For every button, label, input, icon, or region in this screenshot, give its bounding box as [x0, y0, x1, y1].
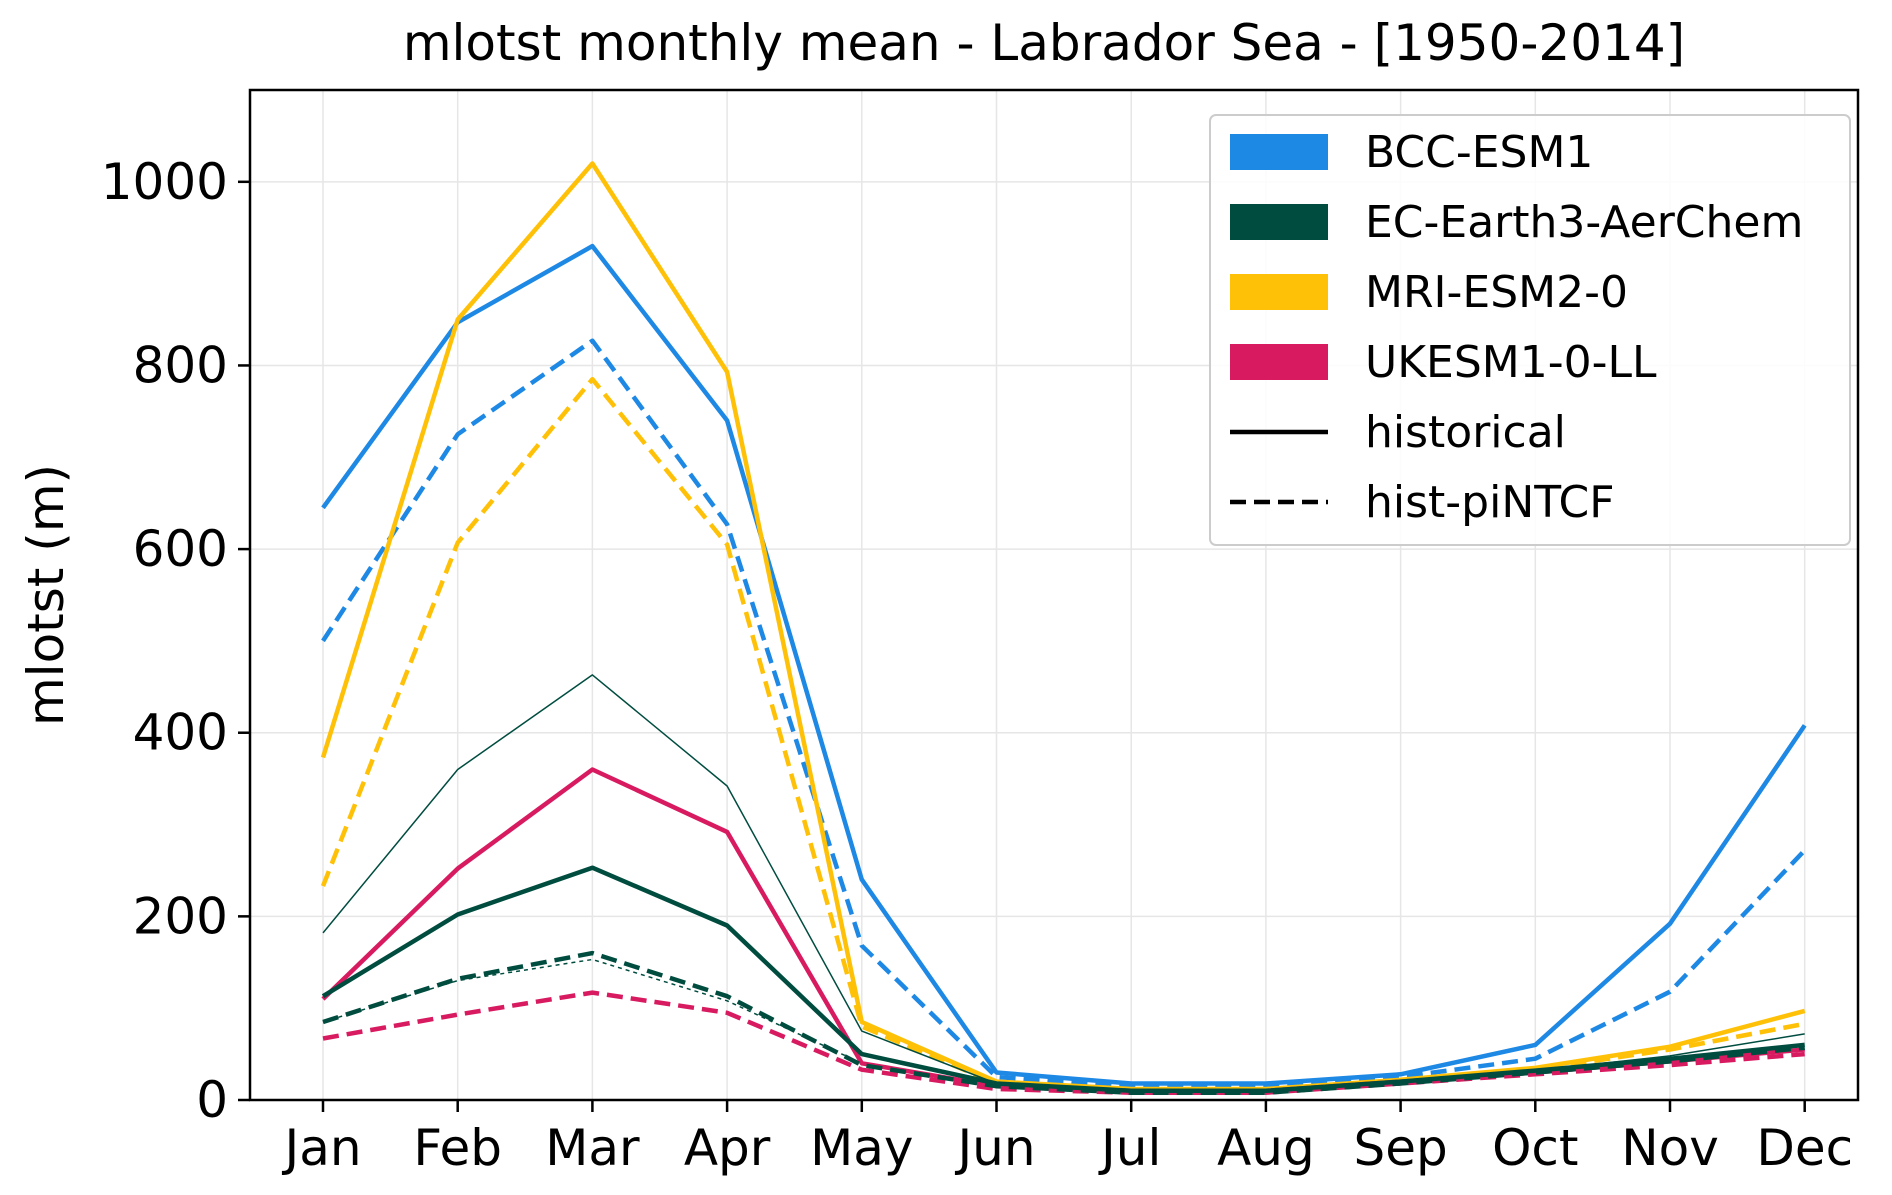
- x-tick-label: Oct: [1492, 1119, 1578, 1177]
- x-tick-label: Dec: [1756, 1119, 1853, 1177]
- y-tick-label: 600: [133, 520, 228, 578]
- legend-label: hist-piNTCF: [1365, 477, 1615, 528]
- legend-label: BCC-ESM1: [1365, 127, 1593, 178]
- legend-label: MRI-ESM2-0: [1365, 267, 1628, 318]
- y-tick-label: 1000: [101, 153, 228, 211]
- x-tick-label: Nov: [1621, 1119, 1719, 1177]
- axis-ticks: Jan Feb Mar Apr May Jun Jul Aug Sep Oct Nov Dec 0 200…: [101, 153, 1853, 1177]
- x-tick-label: Aug: [1217, 1119, 1315, 1177]
- x-tick-label: Apr: [684, 1119, 771, 1177]
- legend-label: UKESM1-0-LL: [1365, 337, 1657, 388]
- x-tick-label: Jul: [1098, 1119, 1161, 1177]
- series-line-ec-earth3-aerchem-hist-pintcf: [322, 950, 1805, 1095]
- legend-swatch: [1230, 344, 1328, 380]
- series-line-ec-earth3-aerchem-historical: [321, 865, 1805, 1094]
- series-line-mri-esm2-0-hist-pintcf: [320, 376, 1806, 1093]
- y-tick-label: 400: [133, 704, 228, 762]
- series-line-bcc-esm1-hist-pintcf: [321, 338, 1807, 1089]
- x-tick-label: Mar: [545, 1119, 640, 1177]
- legend-box: [1209, 114, 1851, 546]
- x-tick-label: Sep: [1353, 1119, 1447, 1177]
- series-group: [320, 161, 1807, 1095]
- x-tick-label: Feb: [413, 1119, 502, 1177]
- chart-title: mlotst monthly mean - Labrador Sea - [19…: [403, 14, 1685, 72]
- plot-frame: [248, 88, 1860, 1102]
- y-axis-label: mlotst (m): [17, 464, 75, 726]
- y-tick-label: 800: [133, 336, 228, 394]
- series-line-bcc-esm1-historical: [321, 243, 1807, 1086]
- legend-swatch: [1230, 274, 1328, 310]
- legend: BCC-ESM1 EC-Earth3-AerChem MRI-ESM2-0 UKESM…: [1209, 114, 1851, 546]
- x-tick-label: Jan: [281, 1119, 361, 1177]
- x-tick-label: May: [810, 1119, 913, 1177]
- x-tick-label: Jun: [954, 1119, 1035, 1177]
- legend-label: historical: [1365, 407, 1566, 458]
- y-tick-label: 0: [196, 1071, 228, 1129]
- legend-label: EC-Earth3-AerChem: [1365, 197, 1803, 248]
- legend-swatch: [1230, 204, 1328, 240]
- y-tick-label: 200: [133, 887, 228, 945]
- legend-swatch: [1230, 134, 1328, 170]
